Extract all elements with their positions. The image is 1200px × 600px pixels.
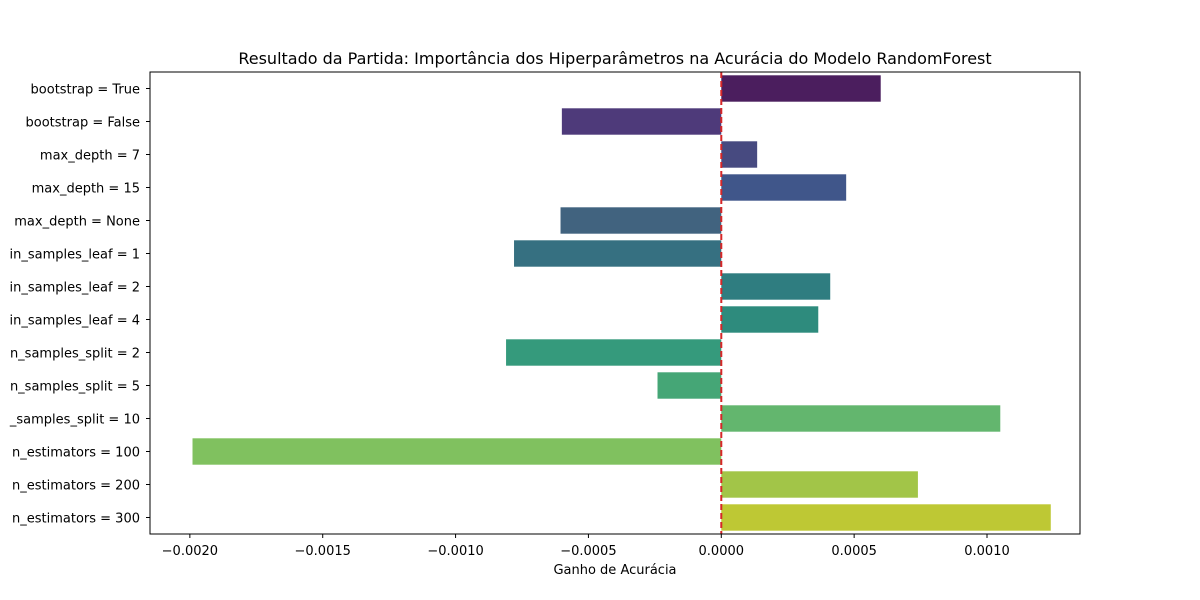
bar-7 xyxy=(721,306,819,333)
bar-1 xyxy=(561,108,722,135)
y-tick-label: in_samples_leaf = 1 xyxy=(10,248,140,263)
y-tick-label: in_samples_leaf = 4 xyxy=(10,314,140,329)
y-tick-label: n_samples_split = 5 xyxy=(10,380,140,395)
bar-8 xyxy=(506,339,722,366)
x-tick-label: −0.0020 xyxy=(162,544,218,559)
x-axis-label: Ganho de Acurácia xyxy=(553,563,676,578)
x-tick-label: 0.0005 xyxy=(831,544,877,559)
y-tick-label: bootstrap = True xyxy=(31,83,140,98)
y-tick-label: bootstrap = False xyxy=(26,116,140,131)
x-tick-label: −0.0010 xyxy=(427,544,483,559)
y-tick-label: in_samples_leaf = 2 xyxy=(10,281,140,296)
x-tick-label: −0.0005 xyxy=(560,544,616,559)
chart-title: Resultado da Partida: Importância dos Hi… xyxy=(238,49,991,68)
y-tick-label: _samples_split = 10 xyxy=(9,413,140,428)
y-tick-label: max_depth = 7 xyxy=(40,149,140,164)
y-tick-label: max_depth = 15 xyxy=(32,182,140,197)
y-tick-label: max_depth = None xyxy=(14,215,140,230)
bar-5 xyxy=(514,240,722,267)
bar-0 xyxy=(721,75,881,102)
y-tick-label: n_samples_split = 2 xyxy=(10,347,140,362)
y-tick-labels: bootstrap = True bootstrap = False max_dep… xyxy=(9,83,150,527)
y-tick-label: n_estimators = 200 xyxy=(12,479,140,494)
plot-frame xyxy=(149,71,1081,535)
x-tick-label: 0.0000 xyxy=(699,544,745,559)
bar-3 xyxy=(721,174,847,201)
bar-13 xyxy=(721,504,1051,531)
x-tick-label: −0.0015 xyxy=(295,544,351,559)
x-tick-labels: −0.0020 −0.0015 −0.0010 −0.0005 0.0000 0.0005… xyxy=(162,534,1010,559)
x-tick-label: 0.0010 xyxy=(964,544,1010,559)
y-tick-label: n_estimators = 100 xyxy=(12,446,140,461)
bar-9 xyxy=(657,372,722,399)
bar-11 xyxy=(192,438,722,465)
bar-10 xyxy=(721,405,1001,432)
bars-group xyxy=(192,75,1051,531)
bar-12 xyxy=(721,471,918,498)
y-tick-label: n_estimators = 300 xyxy=(12,512,140,527)
bar-4 xyxy=(560,207,722,234)
bar-2 xyxy=(721,141,758,168)
bar-6 xyxy=(721,273,831,300)
